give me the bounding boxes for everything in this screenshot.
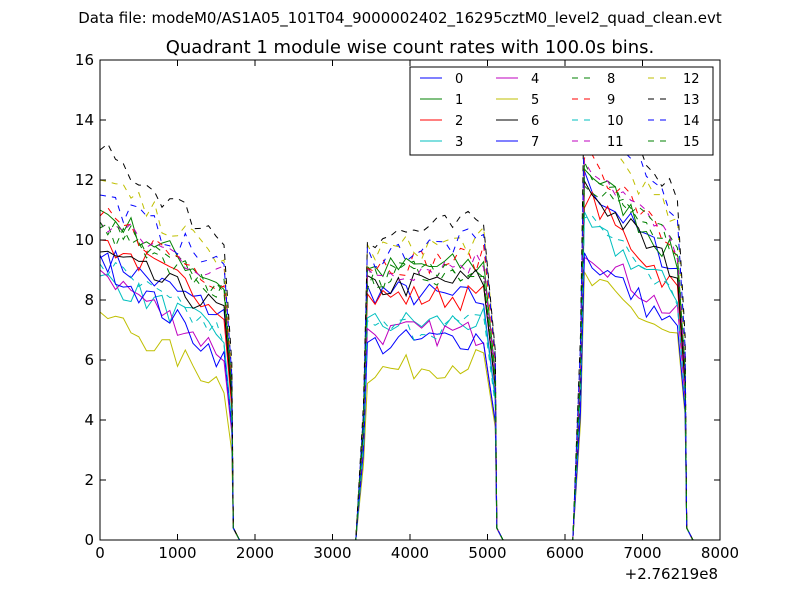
y-tick-label: 4 <box>84 411 94 429</box>
y-tick-label: 14 <box>75 111 94 129</box>
y-tick-label: 10 <box>75 231 94 249</box>
series-line-10 <box>99 215 694 541</box>
series-line-8 <box>99 184 694 541</box>
tick-layer: 0 1000 2000 3000 4000 5000 6000 7000 80000246810… <box>75 51 739 562</box>
x-tick-label: 5000 <box>468 544 506 562</box>
series-layer <box>99 80 694 541</box>
legend-label-3: 3 <box>455 135 463 150</box>
legend-label-9: 9 <box>607 93 615 108</box>
x-tick-label: 1000 <box>158 544 196 562</box>
x-tick-label: 6000 <box>546 544 584 562</box>
legend-label-8: 8 <box>607 72 615 87</box>
y-tick-label: 16 <box>75 51 94 69</box>
y-tick-label: 6 <box>84 351 94 369</box>
series-line-15 <box>99 161 694 541</box>
data-file-title: Data file: modeM0/AS1A05_101T04_90000024… <box>78 9 722 27</box>
x-tick-label: 3000 <box>313 544 351 562</box>
legend-label-6: 6 <box>531 114 539 129</box>
series-line-3 <box>99 211 694 541</box>
y-tick-label: 12 <box>75 171 94 189</box>
legend-label-0: 0 <box>455 72 463 87</box>
x-tick-label: 7000 <box>623 544 661 562</box>
chart-title: Quadrant 1 module wise count rates with … <box>165 37 655 58</box>
series-line-7 <box>99 252 694 541</box>
legend-box <box>409 66 714 156</box>
series-line-14 <box>99 102 694 541</box>
series-line-4 <box>99 256 694 541</box>
series-line-12 <box>99 108 694 541</box>
y-tick-label: 2 <box>84 471 94 489</box>
legend-label-1: 1 <box>455 93 463 108</box>
series-line-0 <box>99 170 694 541</box>
legend-label-15: 15 <box>683 135 700 150</box>
series-line-11 <box>99 159 694 541</box>
y-tick-label: 0 <box>84 531 94 549</box>
legend-label-5: 5 <box>531 93 539 108</box>
x-tick-label: 8000 <box>701 544 739 562</box>
y-tick-label: 8 <box>84 291 94 309</box>
x-tick-label: 4000 <box>391 544 429 562</box>
legend-label-14: 14 <box>683 114 700 129</box>
legend-label-4: 4 <box>531 72 539 87</box>
x-tick-label: 2000 <box>236 544 274 562</box>
legend-label-7: 7 <box>531 135 539 150</box>
series-line-6 <box>99 179 694 541</box>
legend-label-12: 12 <box>683 72 700 87</box>
legend-label-13: 13 <box>683 93 700 108</box>
legend-label-2: 2 <box>455 114 463 129</box>
legend-label-11: 11 <box>607 135 624 150</box>
series-line-5 <box>99 270 694 541</box>
legend-label-10: 10 <box>607 114 624 129</box>
series-line-1 <box>99 167 694 541</box>
series-line-2 <box>99 190 694 541</box>
x-tick-label: 0 <box>95 544 105 562</box>
x-offset-label: +2.76219e8 <box>625 565 718 583</box>
